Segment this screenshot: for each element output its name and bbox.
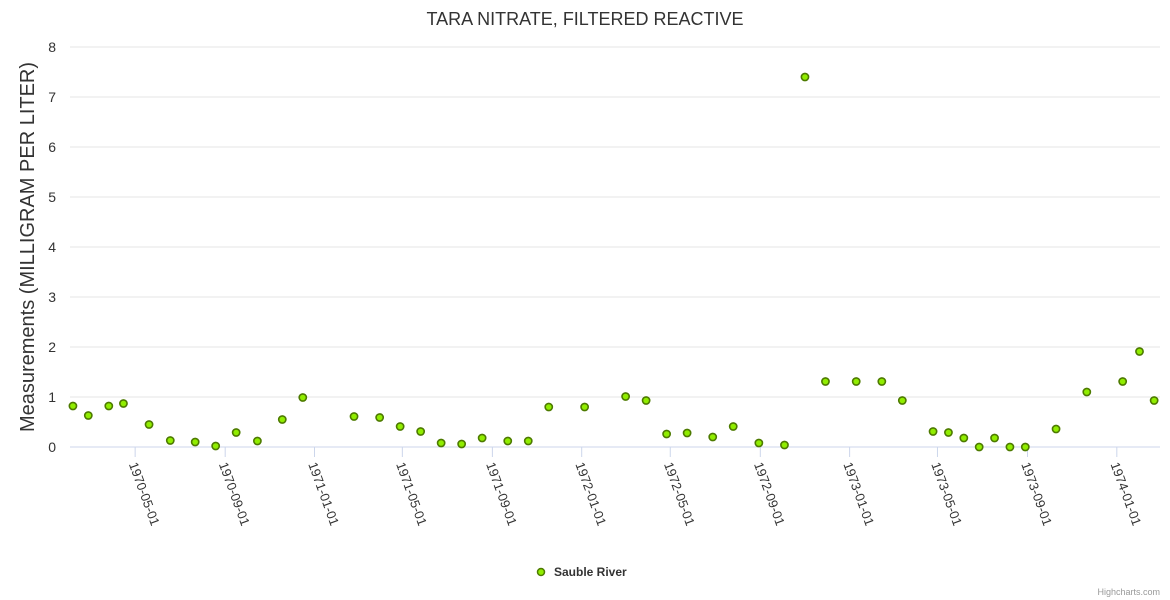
data-point (231, 428, 241, 437)
data-point (211, 441, 221, 451)
y-tick-labels: 0 1 2 3 4 5 6 7 8 (48, 39, 56, 455)
y-tick-label: 5 (48, 189, 56, 205)
data-point (544, 402, 554, 412)
y-tick-label: 2 (48, 339, 56, 355)
data-point (1149, 396, 1159, 405)
data-point (851, 377, 861, 386)
data-point (395, 422, 405, 431)
y-tick-label: 0 (48, 439, 56, 455)
data-point (682, 428, 692, 438)
y-tick-label: 7 (48, 89, 56, 105)
data-point (780, 440, 789, 450)
data-point (990, 433, 999, 443)
chart-title: TARA NITRATE, FILTERED REACTIVE (426, 9, 743, 29)
data-point (144, 420, 154, 429)
data-point (897, 396, 907, 405)
y-tick-label: 4 (48, 239, 56, 255)
data-point (662, 429, 672, 439)
data-point (253, 436, 262, 446)
data-point (523, 436, 533, 446)
y-tick-label: 8 (48, 39, 56, 55)
data-point (728, 422, 738, 431)
credits-text[interactable]: Highcharts.com (1097, 587, 1160, 597)
grid-lines (70, 46, 1160, 398)
data-point (1005, 442, 1015, 452)
y-tick-label: 3 (48, 289, 56, 305)
data-point (708, 432, 718, 442)
data-point (503, 436, 513, 446)
data-point (68, 401, 78, 411)
data-point (119, 399, 128, 408)
data-point (928, 427, 938, 436)
data-point (298, 393, 308, 402)
data-point (349, 412, 359, 421)
legend-marker[interactable] (536, 567, 546, 577)
data-point (641, 396, 651, 405)
data-point (1082, 387, 1092, 397)
data-point (436, 438, 446, 448)
data-point (1051, 424, 1061, 434)
data-point (277, 415, 287, 424)
y-tick-label: 6 (48, 139, 56, 155)
data-point (621, 392, 631, 401)
data-points (68, 72, 1159, 452)
data-point (580, 402, 590, 412)
y-axis-title: Measurements (MILLIGRAM PER LITER) (17, 62, 39, 432)
data-point (974, 442, 984, 452)
data-point (1020, 442, 1030, 452)
data-point (477, 433, 487, 443)
data-point (821, 377, 830, 386)
data-point (800, 72, 810, 82)
data-point (104, 401, 114, 411)
legend-label[interactable]: Sauble River (554, 565, 627, 579)
data-point (944, 428, 953, 437)
data-point (1118, 377, 1128, 386)
data-point (1135, 347, 1144, 356)
y-tick-label: 1 (48, 389, 56, 405)
data-point (416, 427, 426, 436)
data-point (959, 433, 969, 443)
data-point (165, 436, 175, 445)
legend[interactable]: Sauble River (536, 565, 628, 579)
data-point (375, 413, 385, 422)
data-point (877, 377, 887, 386)
data-point (83, 411, 93, 420)
data-point (754, 438, 764, 448)
data-point (457, 439, 467, 449)
data-point (190, 437, 200, 447)
